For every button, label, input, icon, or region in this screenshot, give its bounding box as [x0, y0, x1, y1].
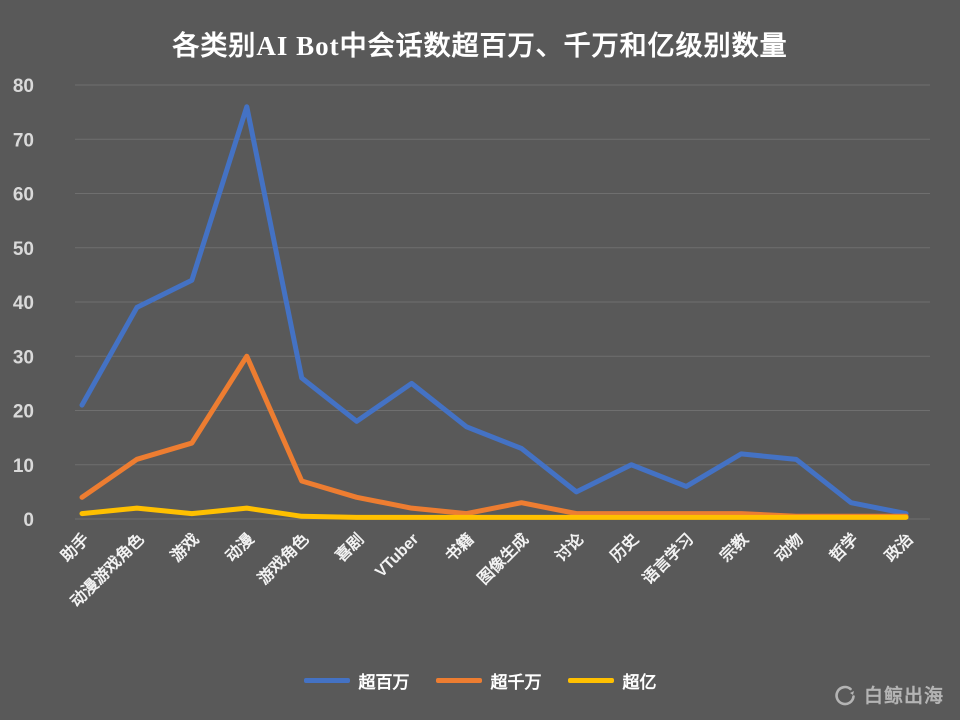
- y-axis-tick-label: 70: [13, 130, 34, 151]
- y-axis-tick-label: 0: [23, 510, 34, 531]
- y-axis-tick-label: 30: [13, 347, 34, 368]
- series-line-超百万: [79, 104, 909, 517]
- x-axis-category-label: 哲学: [826, 529, 862, 565]
- x-axis-category-label: 历史: [606, 529, 643, 566]
- y-axis-tick-label: 60: [13, 185, 34, 206]
- chart-title: 各类别AI Bot中会话数超百万、千万和亿级别数量: [172, 31, 788, 61]
- y-axis-tick-label: 20: [13, 402, 34, 423]
- legend-swatch-over-ten-million: [435, 678, 482, 683]
- legend-label-over-ten-million: 超千万: [490, 673, 542, 692]
- legend-label-over-million: 超百万: [358, 673, 410, 692]
- x-axis-category-label: 图像生成: [474, 529, 533, 588]
- x-axis-category-label: 宗教: [716, 529, 753, 566]
- legend-swatch-over-hundred-million: [567, 678, 614, 683]
- x-axis-category-label: 动漫: [222, 529, 258, 565]
- x-axis-category-label: 游戏角色: [254, 529, 313, 588]
- y-axis-tick-label: 10: [13, 456, 34, 477]
- x-axis-category-label: 语言学习: [638, 529, 697, 588]
- y-axis-tick-label: 40: [13, 293, 34, 314]
- x-axis-category-label: 政治: [881, 529, 917, 565]
- legend-item-over-million: 超百万: [303, 668, 410, 693]
- x-axis-category-label: 喜剧: [331, 529, 367, 565]
- x-axis-category-label: VTuber: [372, 531, 422, 581]
- legend-item-over-ten-million: 超千万: [435, 668, 542, 693]
- whale-logo-icon: [835, 685, 855, 705]
- x-axis-category-label: 游戏: [167, 529, 203, 565]
- y-axis-tick-label: 80: [13, 76, 34, 97]
- x-axis-category-label: 助手: [57, 529, 93, 565]
- x-axis-category-label: 讨论: [551, 529, 588, 566]
- legend-item-over-hundred-million: 超亿: [567, 668, 657, 693]
- x-axis-category-label: 书籍: [441, 529, 477, 565]
- chart-legend: 超百万 超千万 超亿: [0, 668, 960, 693]
- legend-swatch-over-million: [303, 678, 350, 683]
- series-line-超亿: [79, 505, 909, 520]
- x-axis-category-label: 动物: [771, 529, 807, 565]
- watermark-text: 白鲸出海: [863, 686, 944, 707]
- legend-label-over-hundred-million: 超亿: [622, 673, 657, 692]
- y-axis-tick-label: 50: [13, 239, 34, 260]
- watermark: 白鲸出海: [833, 681, 944, 708]
